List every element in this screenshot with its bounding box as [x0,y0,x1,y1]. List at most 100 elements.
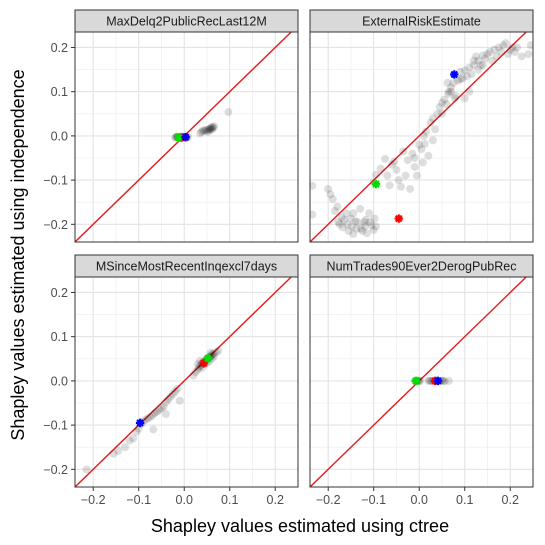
data-point [206,124,215,133]
data-point [352,224,361,233]
y-tick-label: −0.1 [43,174,68,188]
data-point [497,47,506,56]
data-point [197,127,206,136]
data-point [408,149,417,158]
data-point [417,145,426,154]
data-point [453,76,462,85]
data-point [490,45,499,54]
data-point [410,162,419,171]
data-point [465,63,474,72]
data-point [209,123,218,132]
data-point [200,127,209,136]
data-point [456,75,465,84]
data-point [203,127,212,136]
data-point [460,66,469,75]
x-tick-label: 0.2 [502,493,519,507]
data-point [428,114,437,123]
x-tick-label: −0.2 [316,493,341,507]
y-tick-label: 0.1 [51,330,68,344]
y-tick-label: −0.2 [43,463,68,477]
data-point [472,52,481,61]
data-point [159,402,168,411]
facet-title: NumTrades90Ever2DerogPubRec [327,260,517,274]
data-point [334,218,343,227]
data-point [347,222,356,231]
y-tick-label: 0.1 [51,85,68,99]
y-axis-label: Shapley values estimated using independe… [8,69,28,440]
data-point [338,223,347,232]
data-point [121,443,130,452]
data-point [444,376,453,385]
data-point [499,41,508,50]
data-point [343,220,352,229]
data-point [109,449,118,458]
data-point [328,195,337,204]
data-point [412,171,421,180]
data-point [469,61,478,70]
data-point [424,376,433,385]
data-point [173,384,182,393]
data-point [212,348,221,357]
data-point [189,371,198,380]
data-point [162,398,171,407]
data-point [440,377,449,386]
data-point [171,387,180,396]
x-tick-label: 0.0 [176,493,193,507]
data-point [358,226,367,235]
data-point [501,39,510,48]
data-point [458,74,467,83]
data-point [360,218,369,227]
data-point [155,406,164,415]
data-point [310,181,317,190]
x-tick-label: −0.1 [126,493,151,507]
facet-panel: NumTrades90Ever2DerogPubRec [309,254,534,488]
data-point [162,410,171,419]
data-point [157,404,166,413]
data-point [198,126,207,135]
data-point [208,123,217,132]
data-point [342,209,351,218]
y-axis-ticks: −0.2 −0.1 0.0 0.1 0.2 −0.2 −0.1 0.0 0.1 0.2 [43,41,75,477]
data-point [349,209,358,218]
data-point [415,140,424,149]
data-point [478,61,487,70]
data-point [460,94,469,103]
highlight-point-blue [181,133,190,142]
data-point [132,427,141,436]
data-point [392,165,401,174]
data-point [437,98,446,107]
data-point [150,409,159,418]
data-point [406,184,415,193]
data-point [431,125,440,134]
highlight-point-green [203,354,213,363]
data-point [351,217,360,226]
data-point [447,87,456,96]
data-point [361,215,370,224]
y-tick-label: −0.2 [43,218,68,232]
data-point [349,230,358,239]
data-point [442,100,451,109]
data-point [476,61,485,70]
data-point [474,65,483,74]
panel-background [75,277,298,487]
data-point [481,54,490,63]
data-point [175,396,184,405]
y-tick-label: 0.2 [51,286,68,300]
data-point [449,78,458,87]
data-point [201,125,210,134]
data-point [166,392,175,401]
data-point [433,109,442,118]
data-point [210,122,219,131]
data-point [168,390,177,399]
x-tick-label: 0.1 [221,493,238,507]
data-point [474,56,483,65]
y-tick-label: 0.0 [51,129,68,143]
data-point [426,118,435,127]
data-point [191,368,200,377]
x-tick-label: −0.1 [361,493,386,507]
data-point [506,45,515,54]
panel-border [309,31,534,243]
identity-line [310,32,528,242]
y-tick-label: 0.0 [51,374,68,388]
data-point [149,425,158,434]
